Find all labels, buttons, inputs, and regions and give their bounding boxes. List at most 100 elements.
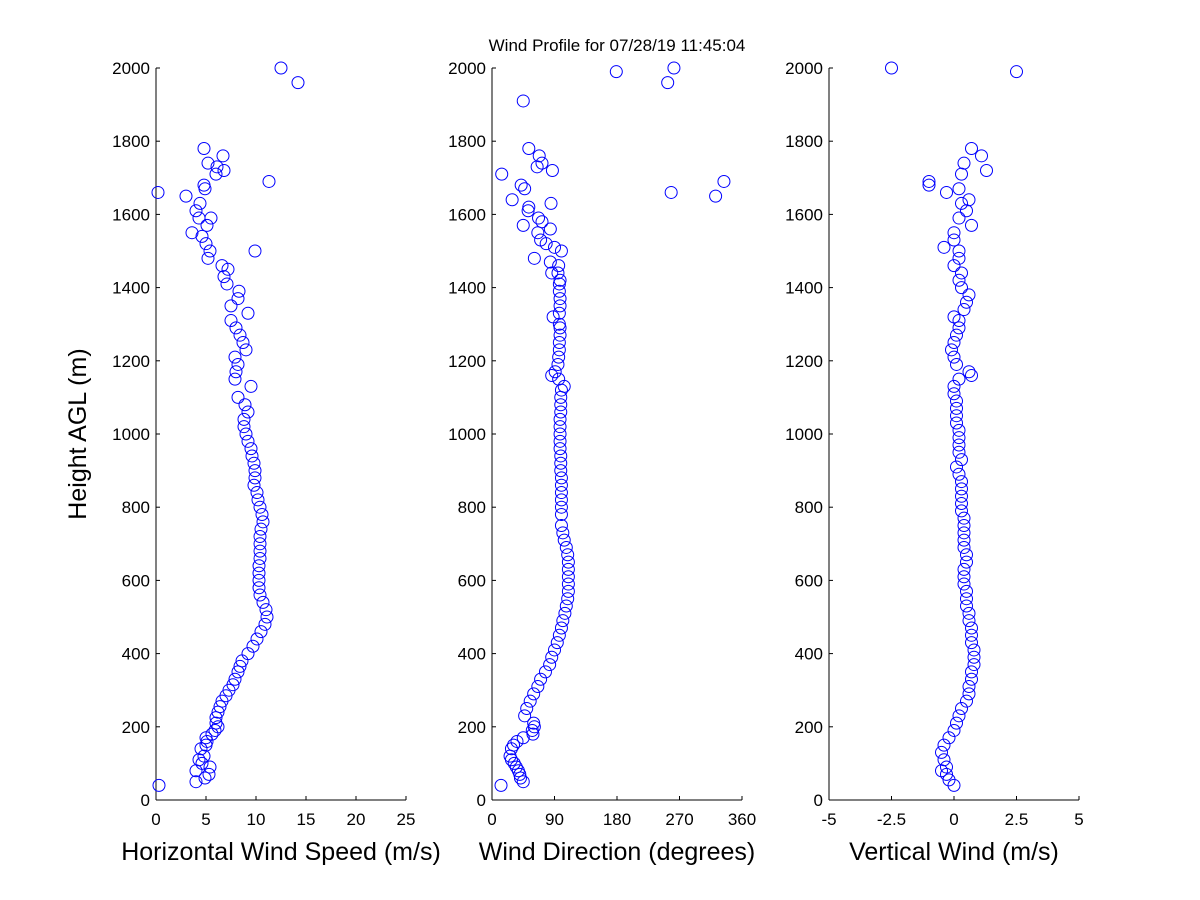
vertical-data-point	[955, 281, 968, 295]
speed-data-point	[231, 390, 245, 404]
speed-data-point	[213, 700, 227, 714]
vertical-x-tick-label: 5	[1074, 810, 1083, 829]
vertical-data-point	[940, 760, 953, 774]
speed-data-point	[262, 174, 276, 188]
speed-data-point	[224, 299, 238, 313]
direction-data-point	[531, 226, 545, 240]
speed-data-point	[193, 196, 207, 210]
speed-data-point	[239, 343, 253, 357]
speed-data-point	[253, 500, 267, 514]
speed-y-tick-label: 600	[122, 571, 150, 590]
direction-data-point	[516, 218, 530, 232]
direction-data-point	[556, 614, 570, 628]
vertical-data-point	[962, 614, 976, 628]
speed-data-point	[208, 723, 222, 737]
direction-data-point	[552, 336, 566, 349]
speed-data-point	[241, 405, 255, 419]
direction-data-point	[534, 672, 548, 686]
direction-data-point	[532, 211, 546, 225]
direction-data-point	[545, 650, 559, 664]
direction-x-tick-label: 180	[603, 810, 631, 829]
speed-data-point	[217, 163, 231, 177]
speed-data-point	[229, 321, 243, 335]
speed-data-point	[248, 471, 262, 485]
vertical-data-point	[965, 218, 978, 232]
speed-y-tick-label: 800	[122, 498, 150, 517]
direction-y-tick-label: 600	[458, 571, 486, 590]
speed-data-point	[189, 764, 203, 778]
vertical-y-tick-label: 2000	[785, 59, 823, 78]
vertical-data-point	[957, 511, 971, 525]
vertical-data-point	[967, 650, 981, 664]
direction-data-point	[507, 738, 521, 752]
direction-data-point	[554, 456, 568, 470]
speed-data-point	[253, 588, 267, 602]
speed-data-point	[224, 314, 238, 328]
direction-y-tick-label: 400	[458, 645, 486, 664]
speed-y-tick-label: 1200	[112, 352, 150, 371]
speed-data-point	[233, 659, 247, 673]
vertical-data-point	[952, 251, 966, 265]
speed-data-point	[251, 493, 265, 507]
direction-x-tick-label: 0	[487, 810, 496, 829]
direction-data-point	[518, 182, 532, 196]
vertical-data-point	[960, 584, 973, 598]
speed-data-point	[185, 226, 199, 240]
vertical-data-point	[950, 401, 963, 415]
speed-data-point	[189, 775, 203, 789]
vertical-data-point	[957, 303, 971, 317]
vertical-data-point	[960, 599, 973, 613]
direction-data-point	[552, 306, 566, 320]
vertical-data-point	[947, 233, 961, 247]
direction-x-tick-label: 270	[665, 810, 693, 829]
vertical-data-point	[942, 773, 956, 787]
vertical-data-point	[947, 336, 961, 349]
direction-data-point	[530, 160, 544, 174]
vertical-y-tick-label: 1800	[785, 132, 823, 151]
direction-data-point	[545, 163, 559, 177]
vertical-data-point	[965, 142, 978, 156]
speed-x-tick-label: 15	[297, 810, 316, 829]
direction-data-point	[553, 427, 567, 441]
speed-data-point	[260, 610, 274, 624]
vertical-data-point	[960, 592, 973, 606]
direction-data-point	[552, 350, 566, 364]
vertical-data-point	[942, 731, 956, 745]
vertical-data-point	[952, 709, 966, 723]
speed-data-point	[253, 551, 267, 565]
speed-data-point	[204, 211, 218, 225]
speed-data-point	[203, 760, 217, 774]
speed-data-point	[241, 306, 255, 320]
speed-data-point	[256, 515, 270, 529]
direction-data-point	[553, 412, 567, 426]
speed-data-point	[229, 365, 243, 379]
speed-y-tick-label: 2000	[112, 59, 150, 78]
direction-data-point	[561, 548, 575, 562]
vertical-data-point	[957, 577, 971, 591]
speed-data-point	[237, 420, 251, 434]
direction-data-point	[554, 508, 568, 522]
vertical-data-point	[957, 540, 971, 554]
speed-data-point	[228, 672, 242, 686]
vertical-data-point	[952, 445, 966, 459]
direction-data-point	[495, 167, 509, 181]
direction-data-point	[554, 244, 568, 258]
direction-data-point	[553, 299, 567, 313]
direction-data-point	[516, 94, 530, 108]
direction-data-point	[552, 284, 566, 298]
vertical-data-point	[952, 467, 966, 481]
direction-data-point	[554, 478, 568, 492]
vertical-data-point	[965, 621, 978, 635]
direction-data-point	[534, 233, 548, 247]
direction-data-point	[510, 734, 524, 748]
direction-data-point	[548, 365, 562, 379]
direction-data-point	[522, 200, 536, 214]
vertical-data-point	[947, 723, 961, 737]
vertical-data-point	[952, 438, 966, 452]
direction-y-tick-label: 2000	[448, 59, 486, 78]
vertical-x-tick-label: 2.5	[1005, 810, 1029, 829]
speed-data-point	[259, 603, 273, 617]
speed-data-point	[241, 647, 255, 661]
direction-data-point	[514, 178, 528, 192]
speed-data-point	[237, 412, 251, 426]
